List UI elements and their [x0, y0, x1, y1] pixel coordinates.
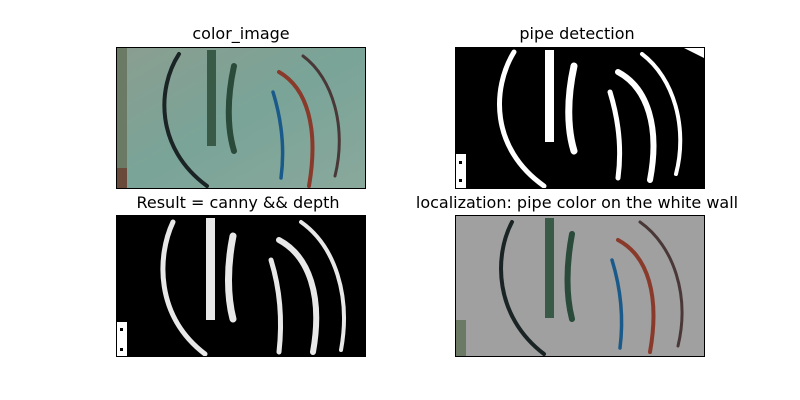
blue-pipe [271, 90, 285, 180]
loc-red-pipe [616, 238, 656, 354]
localization-svg [456, 216, 704, 356]
localization-background [456, 216, 704, 356]
color-image-canvas [116, 47, 366, 189]
result-black-pipe [160, 219, 208, 356]
loc-left-noise [456, 320, 466, 356]
pipe-detection-svg [456, 48, 704, 188]
pipe-detection-canvas [455, 47, 705, 189]
result-blue-pipe [268, 257, 284, 355]
panel-title-localization: localization: pipe color on the white wa… [415, 193, 739, 212]
mask-left-noise [456, 154, 466, 188]
mask-black-pipe [497, 49, 547, 188]
loc-dark-red-pipe [638, 220, 684, 348]
bottom-left-corner [117, 168, 127, 188]
result-green-pipe-straight [206, 218, 215, 320]
mask-noise-dot [459, 161, 462, 164]
result-green-pipe-curved [225, 232, 237, 323]
result-svg [117, 216, 365, 356]
result-dark-red-pipe [299, 220, 346, 352]
result-noise-dot [120, 328, 123, 331]
result-noise-dot [120, 348, 123, 351]
mask-background [456, 48, 704, 188]
red-pipe [277, 70, 315, 188]
loc-blue-pipe [610, 258, 624, 350]
result-canvas [116, 215, 366, 357]
wall-background [117, 48, 365, 188]
panel-title-pipe-detection: pipe detection [519, 24, 635, 43]
loc-green-pipe-straight [545, 218, 554, 318]
localization-canvas [455, 215, 705, 357]
mask-noise-dot [459, 179, 462, 182]
loc-green-pipe-curved [564, 231, 575, 322]
mask-red-pipe [615, 69, 657, 183]
panel-title-result: Result = canny && depth [136, 193, 340, 212]
result-red-pipe [276, 237, 320, 355]
result-left-noise [117, 322, 127, 356]
loc-black-pipe [499, 220, 546, 356]
panel-title-color-image: color_image [192, 24, 290, 43]
color-image-svg [117, 48, 365, 188]
black-pipe [162, 52, 209, 188]
result-background [117, 216, 365, 356]
mask-top-right-corner [684, 48, 704, 58]
dark-red-pipe [301, 54, 341, 178]
mask-blue-pipe [607, 89, 623, 181]
mask-dark-red-pipe [640, 52, 683, 176]
left-edge-shadow [117, 48, 127, 188]
mask-green-pipe-curved [565, 62, 578, 155]
mask-green-pipe-straight [545, 50, 554, 142]
green-pipe-straight [207, 50, 216, 146]
green-pipe-curved [225, 63, 237, 154]
